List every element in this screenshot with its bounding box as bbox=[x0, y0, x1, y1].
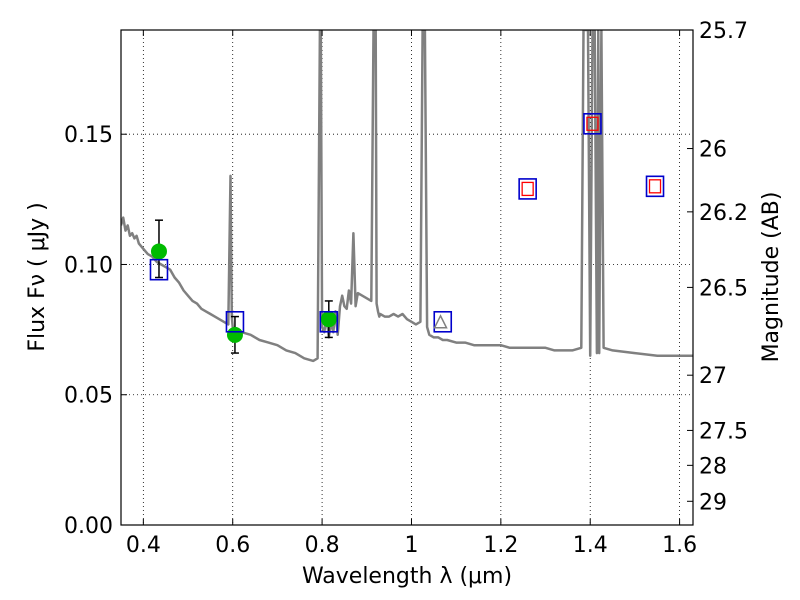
x-tick-label: 1 bbox=[404, 533, 418, 558]
observed-flux-point bbox=[150, 243, 167, 260]
model-flux-square bbox=[518, 178, 537, 200]
model-flux-square bbox=[433, 310, 453, 333]
observed-flux-point bbox=[320, 311, 337, 328]
plot-frame bbox=[121, 30, 693, 525]
x-tick-label: 1.4 bbox=[573, 533, 608, 558]
x-tick-label: 1.2 bbox=[483, 533, 518, 558]
model-flux-square bbox=[583, 112, 602, 135]
right-tick-label: 26 bbox=[699, 138, 727, 163]
right-tick-label: 28 bbox=[699, 454, 727, 479]
x-axis: 0.4 0.6 0.8 1 1.2 1.4 1.6 bbox=[126, 30, 697, 558]
right-tick-label: 26.5 bbox=[699, 276, 748, 301]
observed-flux-point bbox=[226, 326, 243, 343]
plot-border bbox=[120, 29, 694, 526]
model-triangle-marker bbox=[433, 314, 448, 329]
right-tick-label: 29 bbox=[699, 490, 727, 515]
right-tick-label: 25.7 bbox=[699, 19, 748, 44]
upper-limit-square bbox=[586, 116, 599, 131]
plot-area bbox=[120, 29, 694, 526]
y-axis-title: Flux Fν ( μJy ) bbox=[25, 202, 50, 351]
right-tick-label: 27.5 bbox=[699, 419, 748, 444]
upper-limit-square bbox=[521, 181, 534, 197]
model-flux-square bbox=[319, 310, 339, 333]
y-tick-label: 0.15 bbox=[64, 123, 113, 148]
x-tick-label: 0.4 bbox=[126, 533, 161, 558]
right-tick-label: 27 bbox=[699, 364, 727, 389]
sed-spectrum-line bbox=[121, 30, 693, 363]
y-tick-label: 0.10 bbox=[64, 253, 113, 278]
right-tick-label: 26.2 bbox=[699, 201, 748, 226]
x-tick-label: 0.8 bbox=[305, 533, 340, 558]
x-tick-label: 1.6 bbox=[662, 533, 697, 558]
model-flux-square bbox=[225, 310, 245, 333]
x-tick-label: 0.6 bbox=[215, 533, 250, 558]
upper-limit-square bbox=[648, 179, 662, 194]
y-tick-label: 0.00 bbox=[64, 514, 113, 539]
y-tick-label: 0.05 bbox=[64, 384, 113, 409]
series-layer bbox=[121, 30, 693, 363]
model-flux-square bbox=[645, 175, 665, 198]
x-axis-title: Wavelength λ (μm) bbox=[302, 564, 512, 589]
y-axis-right-title: Magnitude (AB) bbox=[759, 192, 784, 363]
y-axis-left: 0.00 0.05 0.10 0.15 bbox=[64, 123, 127, 539]
y-axis-right: 25.7 26 26.2 26.5 27 27.5 28 29 bbox=[687, 19, 748, 515]
model-flux-square bbox=[149, 258, 169, 281]
